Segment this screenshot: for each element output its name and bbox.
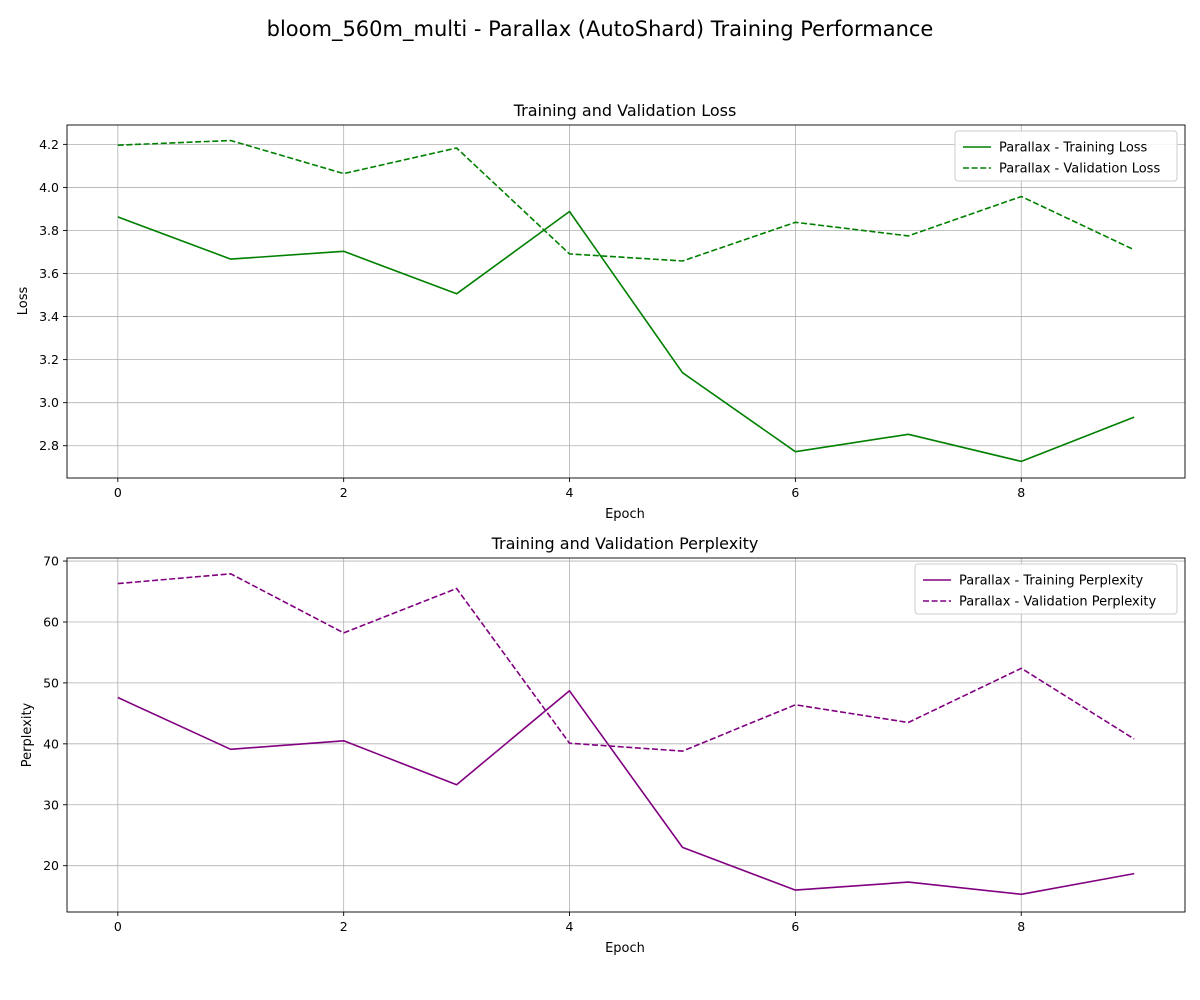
loss-x-tick-label: 0 [114, 485, 122, 500]
perplexity-y-axis-label: Perplexity [20, 702, 35, 767]
perplexity-legend-box [914, 563, 1178, 615]
loss-series-line-training [117, 210, 1135, 463]
loss-axes-frame [66, 124, 1186, 479]
perplexity-x-tick-label: 2 [340, 919, 348, 934]
loss-x-tick-label: 8 [1017, 485, 1025, 500]
perplexity-x-tick-label: 0 [114, 919, 122, 934]
loss-x-tick-label: 2 [340, 485, 348, 500]
perplexity-x-tick-label: 4 [566, 919, 574, 934]
perplexity-y-tick-label: 50 [43, 675, 59, 690]
perplexity-y-tick-label: 20 [43, 858, 59, 873]
perplexity-series-line-training [117, 689, 1135, 896]
loss-y-tick-label: 3.6 [39, 266, 59, 281]
loss-legend: Parallax - Training Loss Parallax - Valid… [954, 130, 1178, 182]
loss-chart: Training and Validation Loss Epoch Loss … [16, 101, 1186, 522]
loss-legend-label: Parallax - Training Loss [999, 141, 1148, 156]
loss-legend-label: Parallax - Validation Loss [999, 162, 1160, 177]
perplexity-legend: Parallax - Training Perplexity Parallax -… [914, 563, 1178, 615]
perplexity-chart-title: Training and Validation Perplexity [491, 534, 759, 553]
loss-y-tick-label: 3.4 [39, 309, 59, 324]
loss-chart-title: Training and Validation Loss [513, 101, 737, 120]
loss-series-line-validation [117, 139, 1135, 262]
perplexity-x-axis-label: Epoch [605, 941, 645, 956]
loss-y-tick-label: 3.8 [39, 223, 59, 238]
perplexity-y-tick-label: 70 [43, 554, 59, 569]
loss-y-tick-label: 4.0 [39, 180, 59, 195]
loss-y-tick-label: 3.0 [39, 395, 59, 410]
loss-x-tick-label: 4 [566, 485, 574, 500]
perplexity-y-tick-label: 60 [43, 614, 59, 629]
loss-legend-box [954, 130, 1178, 182]
perplexity-axes-frame [66, 557, 1186, 913]
loss-y-tick-label: 2.8 [39, 438, 59, 453]
perplexity-y-tick-label: 40 [43, 736, 59, 751]
perplexity-legend-label: Parallax - Training Perplexity [959, 574, 1144, 589]
perplexity-x-tick-label: 6 [791, 919, 799, 934]
loss-y-axis-label: Loss [16, 287, 31, 316]
perplexity-chart: Training and Validation Perplexity Epoch… [20, 534, 1186, 956]
perplexity-grid [67, 558, 1185, 912]
perplexity-series-line-validation [117, 572, 1135, 752]
loss-x-tick-label: 6 [791, 485, 799, 500]
loss-x-axis-label: Epoch [605, 507, 645, 522]
loss-y-tick-label: 4.2 [39, 137, 59, 152]
figure-title: bloom_560m_multi - Parallax (AutoShard) … [267, 17, 934, 42]
perplexity-x-tick-label: 8 [1017, 919, 1025, 934]
perplexity-legend-label: Parallax - Validation Perplexity [959, 595, 1156, 610]
perplexity-y-tick-label: 30 [43, 797, 59, 812]
loss-y-tick-label: 3.2 [39, 352, 59, 367]
